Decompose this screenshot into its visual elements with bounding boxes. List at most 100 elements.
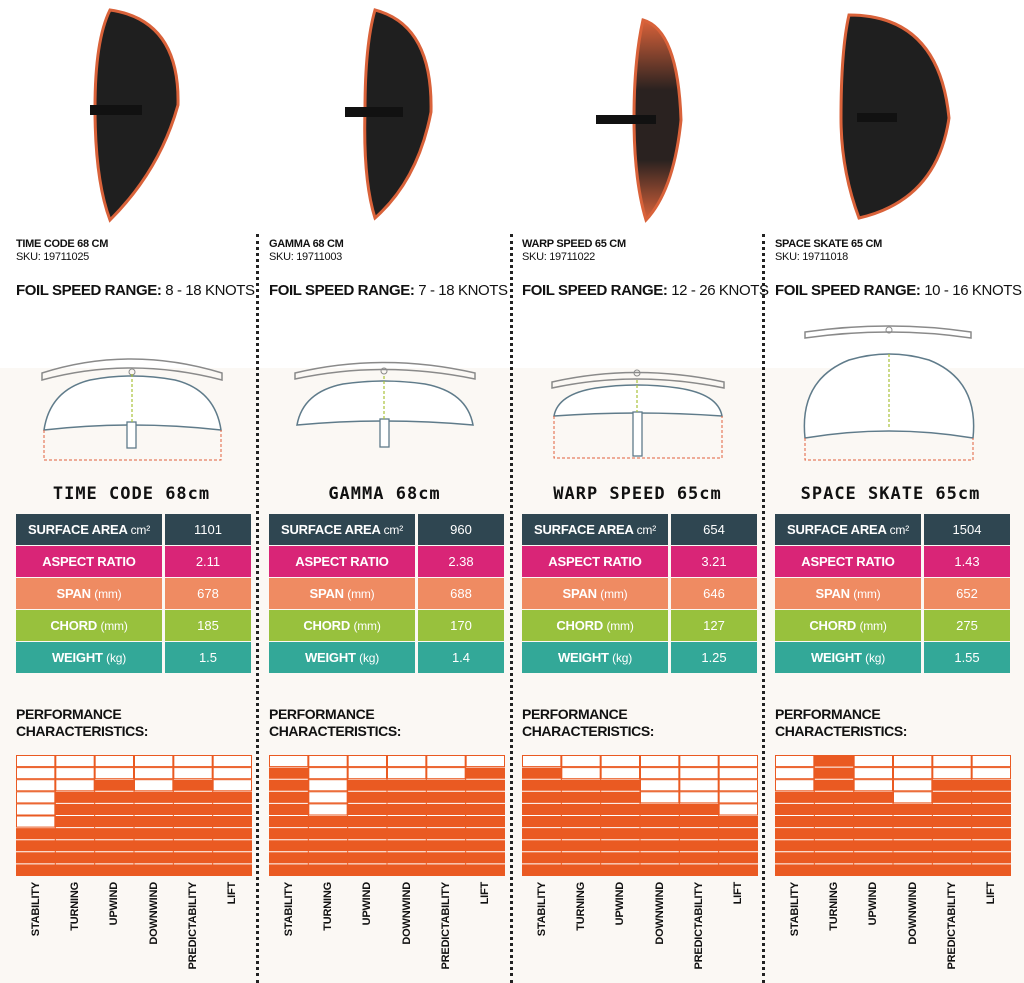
model-title: WARP SPEED 65cm xyxy=(553,484,722,504)
bar-turning xyxy=(308,815,348,876)
spec-value: 1101 xyxy=(165,514,251,545)
empty-cell xyxy=(640,767,680,780)
foil-outline-diagram xyxy=(41,358,223,461)
bar-lift xyxy=(718,815,758,876)
axis-label-downwind: DOWNWIND xyxy=(147,882,160,945)
foil-photo xyxy=(345,8,433,221)
spec-label: SURFACE AREA xyxy=(280,522,381,537)
spec-label: WEIGHT xyxy=(304,650,356,665)
bar-lift xyxy=(465,767,505,876)
spec-unit: (kg) xyxy=(106,651,127,665)
empty-cell xyxy=(718,767,758,780)
foil-speed-range: FOIL SPEED RANGE: 7 - 18 KNOTS xyxy=(269,282,508,299)
empty-cell xyxy=(16,791,56,804)
spec-label: ASPECT RATIO xyxy=(295,554,389,569)
spec-value: 1.25 xyxy=(671,642,757,673)
speed-range-label: FOIL SPEED RANGE: xyxy=(16,282,162,299)
performance-heading-line: CHARACTERISTICS: xyxy=(269,723,402,739)
spec-row-aspect-ratio: ASPECT RATIO 1.43 xyxy=(775,546,1010,577)
performance-chart xyxy=(522,755,758,876)
spec-row-chord: CHORD (mm) 127 xyxy=(522,610,757,641)
empty-cell xyxy=(522,755,562,768)
empty-cell xyxy=(134,779,174,792)
spec-unit: (mm) xyxy=(606,619,634,633)
empty-cell xyxy=(600,755,640,768)
spec-value: 1.5 xyxy=(165,642,251,673)
empty-cell xyxy=(94,755,134,768)
empty-cell xyxy=(971,767,1011,780)
column-separator xyxy=(762,234,765,983)
performance-heading-line: CHARACTERISTICS: xyxy=(522,723,655,739)
bar-lift xyxy=(212,791,252,876)
empty-cell xyxy=(212,755,252,768)
performance-chart xyxy=(16,755,252,876)
spec-value: 646 xyxy=(671,578,757,609)
spec-row-aspect-ratio: ASPECT RATIO 2.11 xyxy=(16,546,251,577)
spec-row-weight: WEIGHT (kg) 1.55 xyxy=(775,642,1010,673)
foil-column-space-skate: SPACE SKATE 65 CM SKU: 19711018 FOIL SPE… xyxy=(759,0,1022,983)
axis-label-stability: STABILITY xyxy=(788,882,801,937)
spec-row-surface-area: SURFACE AREA cm² 1101 xyxy=(16,514,251,545)
spec-label: ASPECT RATIO xyxy=(801,554,895,569)
foil-photo xyxy=(839,13,951,220)
speed-range-value: 7 - 18 KNOTS xyxy=(418,282,508,299)
spec-value: 960 xyxy=(418,514,504,545)
spec-label: SPAN xyxy=(309,586,345,601)
spec-label: SURFACE AREA xyxy=(533,522,634,537)
bar-downwind xyxy=(134,791,174,876)
spec-value: 2.38 xyxy=(418,546,504,577)
spec-label: CHORD xyxy=(50,618,98,633)
model-title: SPACE SKATE 65cm xyxy=(800,484,981,504)
empty-cell xyxy=(640,791,680,804)
spec-table: SURFACE AREA cm² 960 ASPECT RATIO 2.38 SPA… xyxy=(269,514,504,674)
spec-row-span: SPAN (mm) 652 xyxy=(775,578,1010,609)
empty-cell xyxy=(718,779,758,792)
spec-row-weight: WEIGHT (kg) 1.5 xyxy=(16,642,251,673)
spec-value: 1.55 xyxy=(924,642,1010,673)
spec-table: SURFACE AREA cm² 1101 ASPECT RATIO 2.11 SP… xyxy=(16,514,251,674)
spec-row-aspect-ratio: ASPECT RATIO 3.21 xyxy=(522,546,757,577)
foil-speed-range: FOIL SPEED RANGE: 10 - 16 KNOTS xyxy=(775,282,1022,299)
foil-name-line: SPACE SKATE 65 CM xyxy=(775,238,882,250)
axis-label-turning: TURNING xyxy=(575,882,587,931)
spec-unit: (mm) xyxy=(94,587,122,601)
performance-chart xyxy=(269,755,505,876)
foil-sku: SKU: 19711018 xyxy=(775,251,848,263)
spec-value: 1.43 xyxy=(924,546,1010,577)
axis-label-lift: LIFT xyxy=(226,882,239,905)
speed-range-value: 12 - 26 KNOTS xyxy=(671,282,769,299)
axis-label-downwind: DOWNWIND xyxy=(906,882,919,945)
empty-cell xyxy=(55,755,95,768)
spec-value: 1.4 xyxy=(418,642,504,673)
spec-unit: (mm) xyxy=(853,587,881,601)
foil-column-time-code: TIME CODE 68 CM SKU: 19711025 FOIL SPEED… xyxy=(0,0,255,983)
spec-table: SURFACE AREA cm² 1504 ASPECT RATIO 1.43 SP… xyxy=(775,514,1010,674)
empty-cell xyxy=(16,815,56,828)
empty-cell xyxy=(347,755,387,768)
foil-sku: SKU: 19711003 xyxy=(269,251,342,263)
foil-speed-range: FOIL SPEED RANGE: 8 - 18 KNOTS xyxy=(16,282,255,299)
performance-heading: PERFORMANCE CHARACTERISTICS: xyxy=(16,706,148,740)
performance-heading: PERFORMANCE CHARACTERISTICS: xyxy=(775,706,907,740)
spec-row-aspect-ratio: ASPECT RATIO 2.38 xyxy=(269,546,504,577)
spec-unit: (kg) xyxy=(612,651,633,665)
foil-sku: SKU: 19711022 xyxy=(522,251,595,263)
spec-row-weight: WEIGHT (kg) 1.25 xyxy=(522,642,757,673)
axis-label-predictability: PREDICTABILITY xyxy=(440,882,452,970)
empty-cell xyxy=(426,755,466,768)
empty-cell xyxy=(308,779,348,792)
spec-row-chord: CHORD (mm) 275 xyxy=(775,610,1010,641)
spec-unit: (mm) xyxy=(859,619,887,633)
empty-cell xyxy=(561,755,601,768)
speed-range-label: FOIL SPEED RANGE: xyxy=(775,282,921,299)
performance-heading-line: PERFORMANCE xyxy=(775,706,881,722)
spec-value: 652 xyxy=(924,578,1010,609)
spec-unit: cm² xyxy=(130,523,151,537)
empty-cell xyxy=(16,779,56,792)
spec-label: CHORD xyxy=(556,618,604,633)
speed-range-label: FOIL SPEED RANGE: xyxy=(522,282,668,299)
empty-cell xyxy=(308,755,348,768)
spec-label: CHORD xyxy=(303,618,351,633)
spec-row-surface-area: SURFACE AREA cm² 960 xyxy=(269,514,504,545)
spec-value: 688 xyxy=(418,578,504,609)
